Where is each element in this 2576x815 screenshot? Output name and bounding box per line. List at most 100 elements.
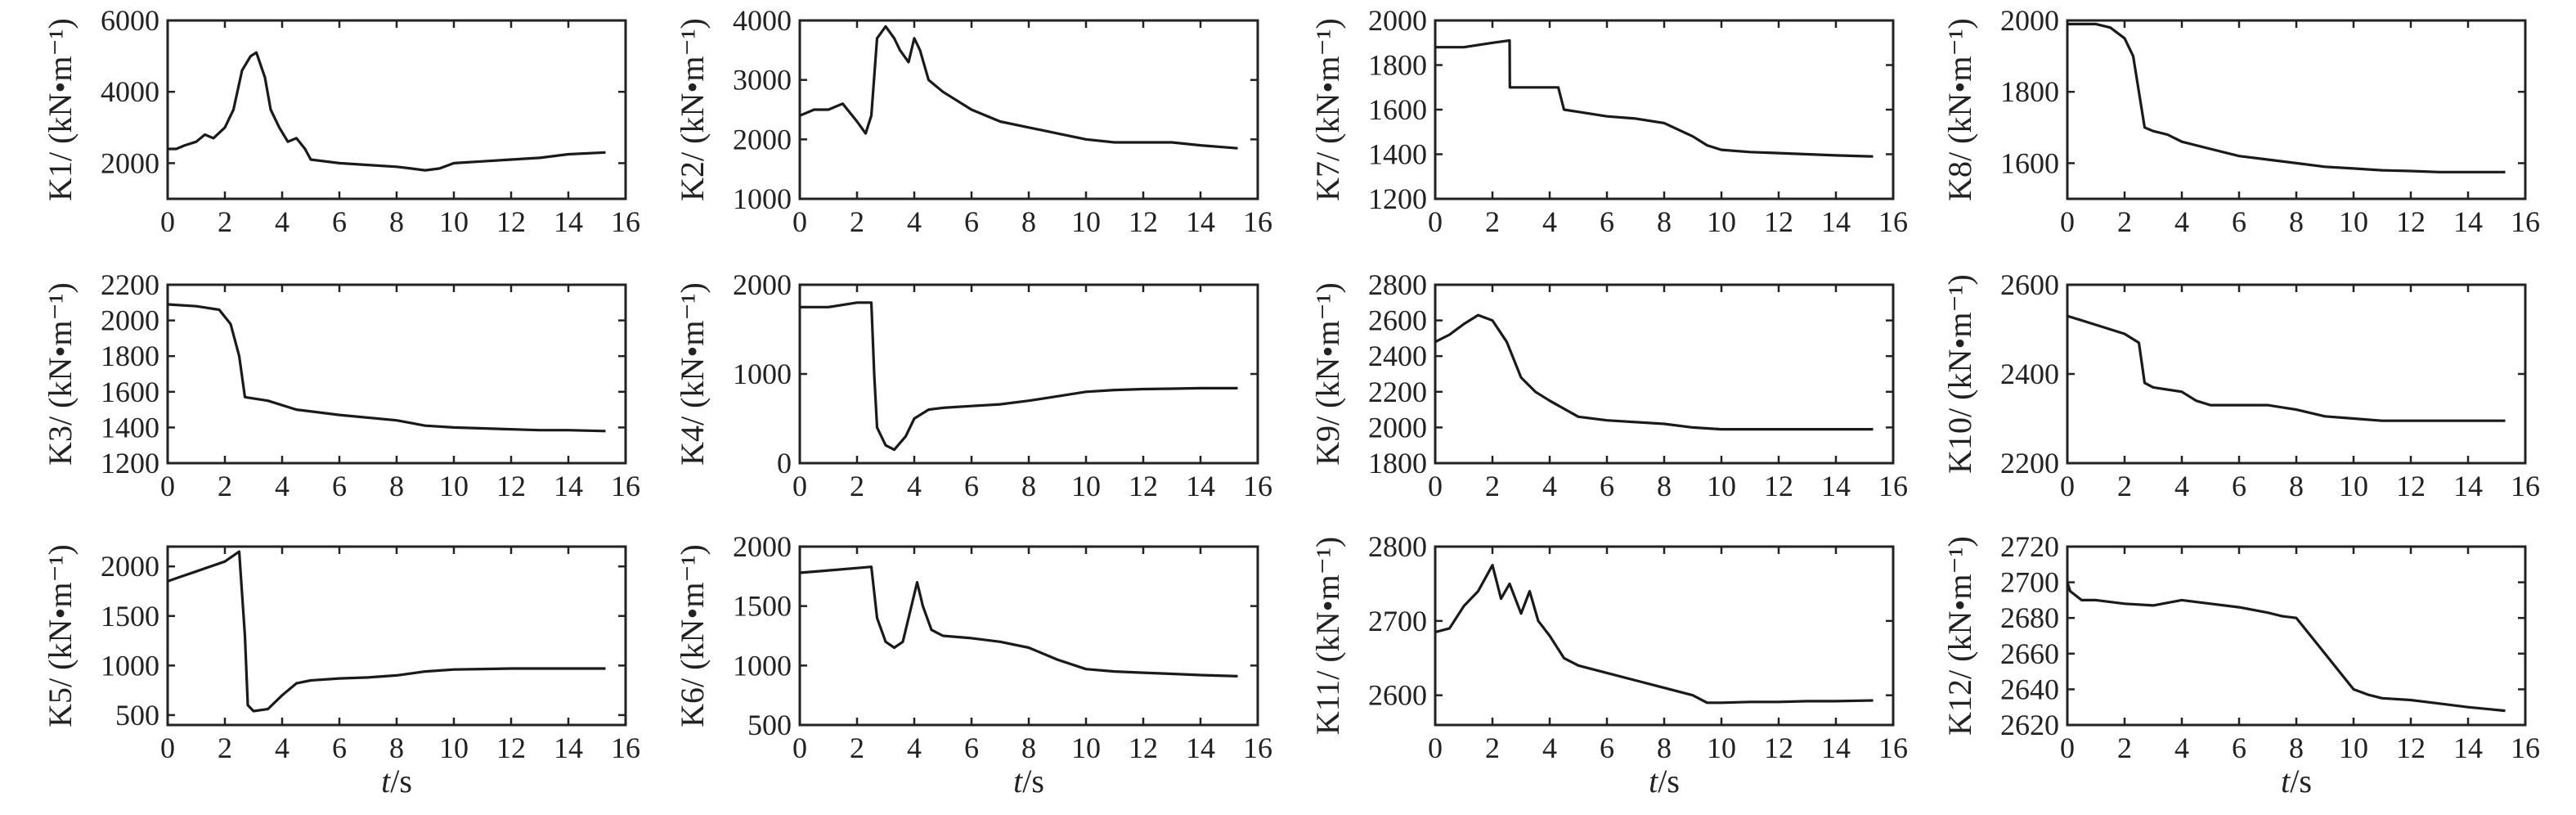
x-tick-label: 10 — [439, 205, 469, 238]
x-tick-label: 2 — [2117, 470, 2132, 502]
y-tick-label: 2200 — [1368, 376, 1427, 408]
y-tick-label: 2800 — [1368, 530, 1427, 563]
x-tick-label: 4 — [2174, 732, 2189, 764]
y-axis-label: K11/ (kN•m⁻¹) — [1309, 537, 1346, 735]
x-tick-label: 16 — [1243, 732, 1272, 764]
y-tick-label: 1400 — [101, 411, 159, 444]
x-tick-label: 4 — [907, 205, 922, 238]
plot-frame — [166, 19, 627, 200]
y-tick-label: 1000 — [733, 649, 792, 682]
x-tick-label: 12 — [496, 470, 526, 502]
y-tick-label: 2000 — [2000, 4, 2059, 37]
plot-frame — [1434, 283, 1895, 465]
y-axis-label: K3/ (kN•m⁻¹) — [42, 282, 79, 466]
y-tick-label: 1000 — [733, 182, 792, 215]
x-tick-label: 4 — [907, 470, 922, 502]
x-axis-label-unit: /s — [1022, 763, 1044, 799]
x-tick-label: 10 — [2339, 732, 2368, 764]
series-line — [1434, 564, 1874, 705]
subplot-2: 0 2 4 6 8 10 12 14 16 1000 2000 3000 4000 K2/ (kN•m⁻¹… — [674, 4, 1272, 238]
y-tick-label: 1000 — [733, 358, 792, 390]
x-tick-label: 2 — [850, 205, 864, 238]
x-tick-label: 4 — [275, 470, 289, 502]
x-tick-label: 10 — [439, 470, 469, 502]
y-tick-label: 2600 — [1368, 304, 1427, 337]
y-tick-label: 2600 — [2000, 268, 2059, 301]
x-tick-label: 6 — [1600, 732, 1614, 764]
x-tick-label: 8 — [1021, 732, 1036, 764]
x-tick-label: 16 — [1878, 205, 1908, 238]
x-tick-label: 8 — [389, 732, 404, 764]
y-tick-label: 2620 — [2000, 709, 2059, 741]
x-tick-label: 14 — [1821, 732, 1851, 764]
y-tick-label: 500 — [747, 709, 792, 741]
x-tick-label: 16 — [2511, 732, 2540, 764]
y-tick-label: 2000 — [733, 123, 792, 155]
x-tick-label: 12 — [1129, 205, 1158, 238]
x-tick-label: 10 — [1707, 470, 1736, 502]
y-tick-label: 2000 — [101, 550, 159, 583]
x-tick-label: 0 — [1428, 732, 1443, 764]
subplot-1: 0 2 4 6 8 10 12 14 16 2000 4000 6000 K1/ (kN•m⁻¹) — [42, 4, 640, 238]
x-tick-label: 6 — [2232, 205, 2246, 238]
x-axis-label: t/s — [2281, 763, 2312, 799]
x-tick-label: 2 — [218, 470, 232, 502]
x-tick-label: 16 — [1243, 470, 1272, 502]
x-tick-label: 12 — [2396, 732, 2426, 764]
x-tick-label: 2 — [1485, 205, 1500, 238]
x-tick-label: 4 — [275, 205, 289, 238]
x-tick-label: 4 — [275, 732, 289, 764]
x-tick-label: 0 — [792, 732, 807, 764]
x-tick-label: 14 — [1186, 205, 1215, 238]
series-line — [2066, 582, 2506, 713]
y-tick-label: 2660 — [2000, 637, 2059, 670]
x-tick-label: 6 — [1600, 205, 1614, 238]
y-tick-label: 2720 — [2000, 530, 2059, 563]
x-tick-label: 8 — [2289, 732, 2304, 764]
x-tick-label: 14 — [2453, 470, 2483, 502]
x-tick-label: 16 — [611, 470, 640, 502]
x-tick-label: 12 — [2396, 205, 2426, 238]
x-axis-label: t/s — [1013, 763, 1044, 799]
x-tick-label: 6 — [2232, 470, 2246, 502]
y-tick-label: 2400 — [2000, 358, 2059, 390]
x-tick-label: 6 — [964, 205, 979, 238]
x-axis-label-unit: /s — [390, 763, 412, 799]
x-tick-label: 10 — [1071, 470, 1101, 502]
y-axis-label: K7/ (kN•m⁻¹) — [1309, 18, 1346, 201]
x-tick-label: 16 — [611, 205, 640, 238]
x-tick-label: 12 — [1764, 470, 1793, 502]
x-tick-label: 4 — [1542, 205, 1557, 238]
x-tick-label: 14 — [2453, 205, 2483, 238]
y-tick-label: 1600 — [1368, 93, 1427, 126]
x-axis-label: t/s — [381, 763, 412, 799]
x-tick-label: 10 — [2339, 470, 2368, 502]
y-axis-label: K8/ (kN•m⁻¹) — [1941, 18, 1978, 201]
x-tick-label: 0 — [160, 205, 175, 238]
y-axis-label: K4/ (kN•m⁻¹) — [674, 282, 711, 466]
x-tick-label: 8 — [1657, 205, 1672, 238]
x-tick-label: 16 — [2511, 470, 2540, 502]
series-line — [800, 301, 1238, 452]
x-tick-label: 8 — [1657, 470, 1672, 502]
x-tick-label: 0 — [1428, 470, 1443, 502]
x-tick-label: 16 — [611, 732, 640, 764]
y-tick-label: 2600 — [1368, 679, 1427, 712]
subplot-6: 0 2 4 6 8 10 12 14 16 0 1000 2000 K4/ (kN•m⁻¹) — [674, 268, 1272, 502]
subplot-8: 0 2 4 6 8 10 12 14 16 2200 2400 2600 K10/ (kN•m⁻¹) — [1941, 268, 2540, 502]
y-axis-label: K12/ (kN•m⁻¹) — [1941, 536, 1978, 736]
x-tick-label: 4 — [2174, 205, 2189, 238]
y-tick-label: 1500 — [101, 600, 159, 633]
y-axis-label: K6/ (kN•m⁻¹) — [674, 544, 711, 727]
x-tick-label: 0 — [792, 470, 807, 502]
y-tick-label: 2000 — [1368, 4, 1427, 37]
y-tick-label: 1800 — [1368, 49, 1427, 82]
x-tick-label: 6 — [964, 732, 979, 764]
x-tick-label: 6 — [964, 470, 979, 502]
y-axis-label: K9/ (kN•m⁻¹) — [1309, 282, 1346, 466]
x-tick-label: 6 — [2232, 732, 2246, 764]
x-tick-label: 12 — [2396, 470, 2426, 502]
x-tick-label: 14 — [1186, 470, 1215, 502]
y-tick-label: 2200 — [2000, 447, 2059, 480]
